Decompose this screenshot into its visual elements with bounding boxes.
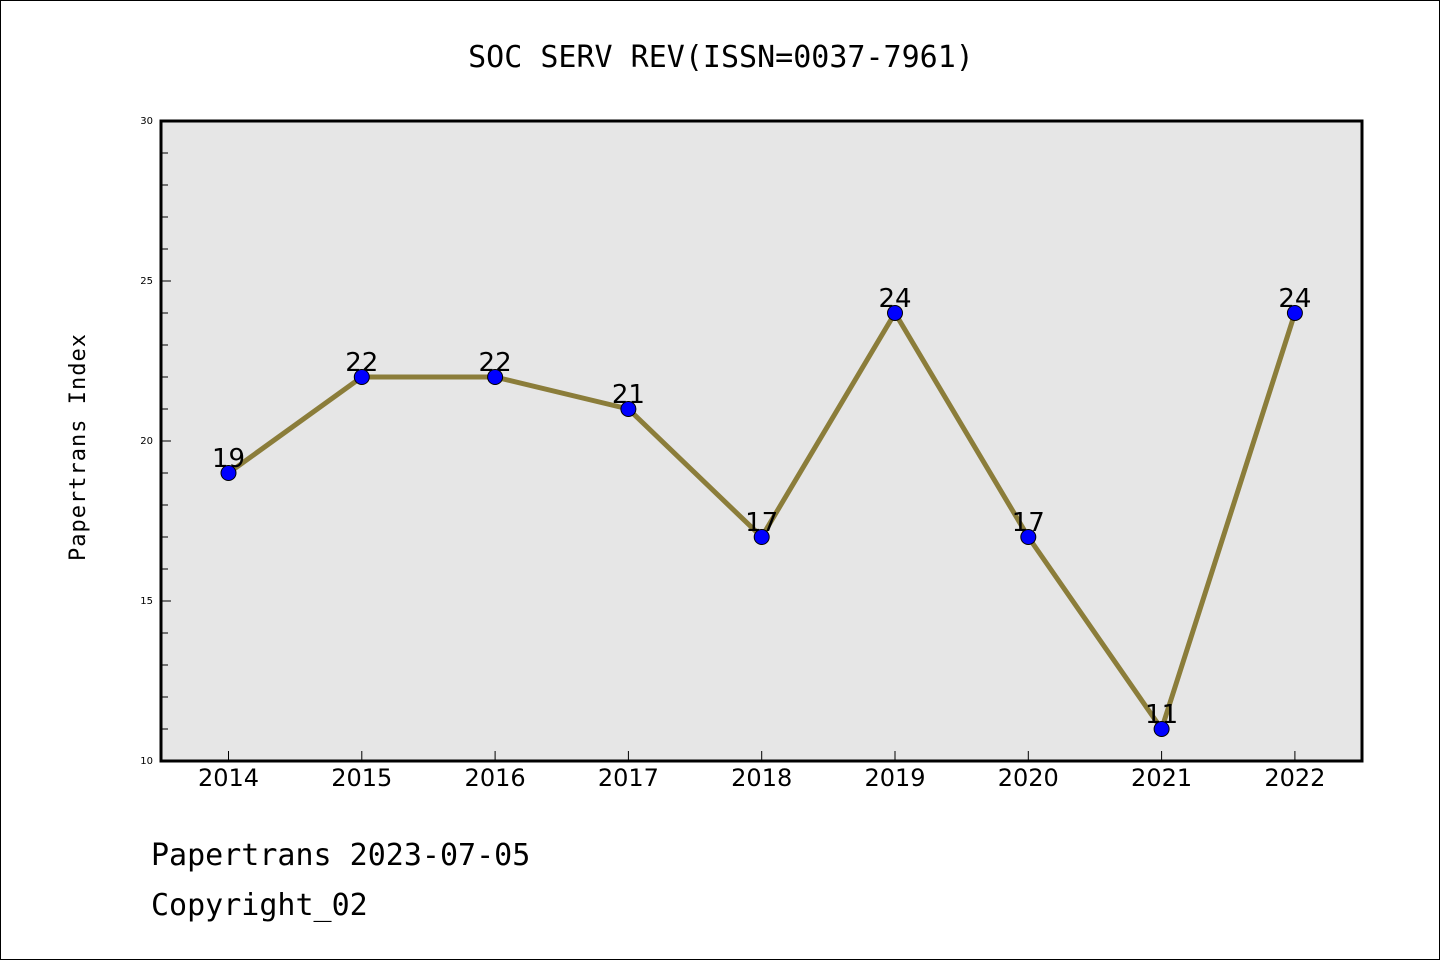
x-tick-label: 2022 [1264,764,1325,792]
y-tick-label: 30 [140,116,153,127]
data-point-2017 [620,401,637,417]
x-tick-label: 2020 [998,764,1059,792]
x-tick-label: 2017 [598,764,659,792]
data-point-2020 [1020,529,1037,545]
y-tick-label: 20 [140,436,153,447]
data-point-2018 [753,529,770,545]
x-tick-label: 2016 [465,764,526,792]
footer-copyright-line: Copyright_02 [151,888,368,923]
data-point-2016 [487,369,504,385]
y-tick-label: 10 [140,756,153,767]
x-tick-label: 2018 [731,764,792,792]
chart-title: SOC SERV REV(ISSN=0037-7961) [468,40,974,75]
y-tick-label: 25 [140,276,153,287]
x-tick-label: 2019 [864,764,925,792]
y-axis: 10 15 20 25 30 [140,116,171,767]
x-tick-label: 2015 [331,764,392,792]
data-point-2022 [1286,305,1303,321]
x-tick-label: 2021 [1131,764,1192,792]
plot-area [159,119,1364,763]
y-axis-label: Papertrans Index [66,333,91,561]
y-tick-label: 15 [140,596,153,607]
data-point-2015 [353,369,370,385]
data-point-2021 [1153,721,1170,737]
x-tick-label: 2014 [198,764,259,792]
data-point-2019 [887,305,903,321]
data-point-2014 [220,465,237,481]
x-axis: 2014 2015 2016 2017 2018 2019 2020 2021 2022 [198,751,1325,792]
footer-date-line: Papertrans 2023-07-05 [151,838,530,873]
